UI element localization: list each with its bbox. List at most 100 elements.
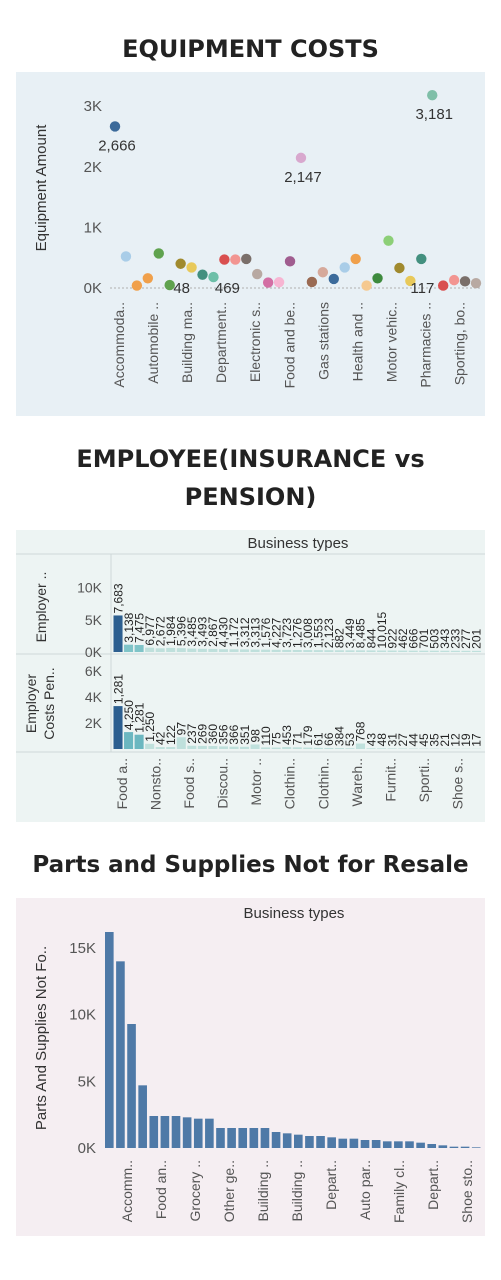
bar: [427, 1144, 437, 1148]
bar-pension: [261, 747, 271, 749]
bar: [371, 1140, 381, 1148]
bar-label-pension: 269: [196, 724, 210, 744]
bar-pension: [387, 748, 397, 749]
bar-label-insurance: 922: [385, 628, 399, 648]
x-tick-label: Wareh..: [349, 758, 365, 807]
x-tick-label: Clothin..: [282, 758, 298, 809]
bar-pension: [208, 746, 218, 749]
data-point: [405, 275, 416, 287]
bar-pension: [334, 748, 344, 749]
bar-label-pension: 27: [396, 733, 410, 747]
bar-pension: [166, 747, 176, 749]
bar-insurance: [208, 648, 218, 652]
data-point: [164, 279, 175, 291]
bar: [382, 1141, 392, 1148]
bar-label-insurance: 277: [459, 628, 473, 648]
bar: [282, 1133, 292, 1148]
bar-insurance: [461, 650, 471, 652]
bar: [327, 1137, 336, 1148]
bar-label-pension: 237: [185, 723, 199, 743]
bar-insurance: [229, 649, 239, 652]
data-point: [175, 258, 186, 269]
bar-label-pension: 48: [375, 733, 389, 747]
bar-label-insurance: 3,449: [343, 618, 357, 648]
data-point: [153, 248, 164, 259]
data-point: [252, 268, 263, 280]
x-tick-label: Accomm..: [119, 1160, 135, 1222]
bar-label-insurance: 1,553: [312, 618, 326, 648]
x-tick-label: Electronic s..: [247, 302, 263, 382]
bar-label-insurance: 3,008: [301, 618, 315, 648]
bar-insurance: [313, 650, 323, 652]
employee-title-line2: PENSION): [184, 483, 317, 511]
bar-insurance: [124, 644, 134, 652]
bar: [394, 1141, 403, 1148]
x-tick-label: Building ..: [289, 1160, 305, 1221]
data-point: [361, 280, 372, 291]
bar-label-pension: 19: [459, 733, 473, 747]
bar-pension: [303, 747, 313, 749]
bar-pension: [197, 745, 207, 749]
bar-label-pension: 61: [312, 732, 326, 746]
data-point: [427, 90, 438, 101]
data-point: [317, 267, 329, 278]
bar-label-insurance: 8,485: [354, 618, 368, 648]
equipment-chart-panel: Equipment Amount 0K 1K 2K 3K 2,666 48 469 2,147 1…: [16, 72, 485, 416]
x-tick-label: Depart..: [323, 1160, 339, 1210]
bar-label-pension: 44: [406, 733, 420, 747]
x-tick-label: Food a..: [114, 758, 130, 809]
bar-label-pension: 1,250: [143, 711, 157, 741]
parts-chart: Business types Parts And Supplies Not Fo.…: [33, 905, 481, 1223]
bar-label-pension: 768: [354, 721, 368, 741]
data-label: 2,147: [284, 169, 322, 186]
data-point: [284, 256, 296, 267]
y-tick-label: 2K: [85, 715, 103, 731]
y-tick-label: 10K: [77, 580, 103, 596]
bar-label-pension: 71: [291, 732, 305, 746]
x-tick-label: Pharmacies ..: [418, 302, 434, 388]
bar-label-pension: 179: [301, 725, 315, 745]
bar-insurance: [218, 649, 228, 652]
bar-pension: [134, 734, 144, 749]
bar: [127, 1024, 136, 1148]
bar-pension: [282, 747, 292, 749]
bar: [138, 1085, 147, 1148]
bar-label-insurance: 1,984: [164, 616, 178, 646]
bar-label-pension: 356: [217, 724, 231, 744]
bar-insurance: [155, 648, 165, 652]
bar: [216, 1128, 225, 1148]
axis-title-pension: Costs Pen..: [41, 667, 57, 739]
employee-chart: Business types Employer .. 0K 5K 10K 7,6833,1…: [16, 535, 485, 810]
x-tick-label: Shoe sto..: [459, 1160, 475, 1223]
bar-insurance: [366, 650, 376, 652]
bar: [182, 1117, 192, 1148]
bar-insurance: [429, 650, 439, 652]
bar-pension: [313, 747, 323, 749]
x-tick-label: Depart..: [425, 1160, 441, 1210]
data-point: [437, 280, 449, 291]
bar-insurance: [176, 648, 186, 652]
bar-pension: [240, 746, 250, 749]
bar-insurance: [250, 649, 260, 652]
x-tick-label: Automobile ..: [145, 302, 161, 384]
data-point: [273, 277, 285, 288]
bar-label-insurance: 3,313: [248, 617, 262, 647]
bar-label-insurance: 2,672: [153, 616, 167, 646]
bar-insurance: [261, 649, 271, 652]
bar: [171, 1116, 181, 1148]
data-point: [372, 273, 383, 284]
bar-insurance: [450, 650, 460, 652]
bar-label-insurance: 10,015: [375, 611, 389, 648]
y-tick-label: 4K: [85, 689, 103, 705]
bar-label-insurance: 666: [406, 628, 420, 648]
bar-label-pension: 97: [175, 722, 189, 736]
bar-pension: [250, 744, 260, 749]
bar-label-pension: 1,281: [132, 702, 146, 732]
data-label: 117: [410, 280, 434, 297]
x-tick-label: Furnit..: [382, 758, 398, 802]
data-point: [142, 273, 154, 284]
x-tick-label: Family cl..: [391, 1160, 407, 1223]
x-tick-label: Health and ..: [349, 302, 365, 381]
y-tick-label: 2K: [84, 159, 102, 176]
bar-label-insurance: 882: [333, 628, 347, 648]
